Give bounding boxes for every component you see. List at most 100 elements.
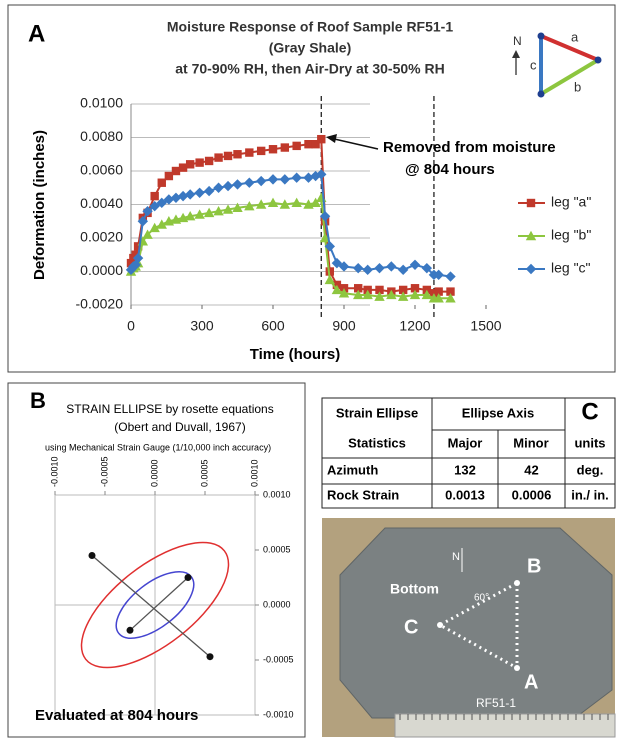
point <box>184 574 192 581</box>
photo-label: N <box>452 551 460 563</box>
y-tick-label: 0.0000 <box>263 599 291 609</box>
marker <box>279 174 291 185</box>
x-tick-label: 600 <box>261 318 285 334</box>
table-cell: 42 <box>524 462 538 477</box>
marker <box>409 259 421 270</box>
chart-title: STRAIN ELLIPSE by rosette equations <box>66 402 273 416</box>
table-cell: Minor <box>513 435 548 450</box>
rock-sample <box>339 527 613 719</box>
chart-title: Moisture Response of Roof Sample RF51-1 <box>167 19 453 35</box>
marker <box>132 252 144 264</box>
gauge-point <box>514 665 520 671</box>
panel-letter: B <box>30 388 46 413</box>
annotation: Removed from moisture <box>383 139 556 156</box>
marker <box>398 285 408 295</box>
marker <box>433 269 444 281</box>
marker <box>353 262 364 274</box>
marker <box>203 185 215 197</box>
leg-a <box>540 34 599 62</box>
marker <box>353 289 364 300</box>
table-cell: units <box>574 435 605 450</box>
marker <box>267 174 279 185</box>
series-line <box>130 195 451 300</box>
table-cell: C <box>581 398 598 425</box>
photo-label: RF51-1 <box>476 696 516 710</box>
leg-node <box>537 32 545 40</box>
marker <box>245 148 254 157</box>
marker <box>445 271 456 282</box>
marker <box>338 288 350 298</box>
marker <box>386 289 397 300</box>
marker <box>410 284 420 293</box>
marker <box>421 262 433 274</box>
point <box>206 653 214 661</box>
y-tick-label: 0.0005 <box>263 544 291 554</box>
table-cell: Ellipse Axis <box>462 405 535 420</box>
north-label: N <box>513 34 522 48</box>
marker <box>291 172 302 183</box>
table-cell: 0.0006 <box>512 487 552 502</box>
marker <box>125 264 137 276</box>
y-tick-label: 0.0040 <box>80 195 123 211</box>
marker <box>204 156 214 166</box>
photo-label: C <box>404 616 418 638</box>
marker <box>126 258 136 268</box>
marker <box>255 175 267 187</box>
marker <box>311 140 320 149</box>
orientation-label: a <box>571 29 579 44</box>
marker <box>291 197 302 208</box>
arrow-head <box>326 134 337 143</box>
marker <box>244 200 255 211</box>
major-axis <box>91 555 211 658</box>
y-tick-label: 0.0100 <box>80 95 123 111</box>
marker <box>222 180 234 192</box>
y-tick-label: -0.0010 <box>263 709 294 719</box>
leg-node <box>537 90 545 98</box>
marker <box>397 291 409 301</box>
photo-label: B <box>527 555 541 577</box>
chart-title: (Gray Shale) <box>269 40 351 56</box>
marker <box>446 287 455 296</box>
marker <box>409 289 421 300</box>
y-tick-label: 0.0010 <box>263 489 291 499</box>
chart-note: using Mechanical Strain Gauge (1/10,000 … <box>45 442 271 452</box>
marker <box>149 200 160 212</box>
marker <box>164 171 174 181</box>
marker <box>421 289 433 300</box>
photo-label: 60° <box>474 593 489 604</box>
chart-title: at 70-90% RH, then Air-Dry at 30-50% RH <box>175 61 444 77</box>
marker <box>244 177 255 188</box>
marker <box>374 262 385 274</box>
table-frame <box>321 397 616 509</box>
marker <box>525 230 537 241</box>
marker <box>267 197 279 208</box>
y-axis-label: Deformation (inches) <box>31 130 48 280</box>
marker <box>445 293 456 303</box>
table-cell: in./ in. <box>571 487 609 502</box>
leg-b <box>539 58 600 96</box>
point <box>88 552 96 559</box>
marker <box>324 241 335 252</box>
table-cell: Statistics <box>348 435 406 450</box>
marker <box>292 141 301 151</box>
marker <box>133 242 143 251</box>
marker <box>362 289 373 300</box>
photo-label: Bottom <box>390 581 439 597</box>
y-tick-label: 0.0080 <box>80 128 123 144</box>
marker <box>331 257 343 269</box>
marker <box>214 153 223 162</box>
legend-label: leg "a" <box>551 194 591 210</box>
gauge-point <box>437 622 443 628</box>
marker <box>170 192 182 203</box>
table-cell: 0.0013 <box>445 487 485 502</box>
marker <box>213 182 224 193</box>
table-cell: Strain Ellipse <box>336 405 418 420</box>
point <box>126 626 134 634</box>
marker <box>304 140 313 149</box>
marker <box>324 274 335 285</box>
marker <box>362 264 373 276</box>
x-tick-label: 0.0010 <box>249 459 259 487</box>
y-tick-label: -0.0005 <box>263 654 294 664</box>
marker <box>184 211 196 221</box>
x-tick-label: 0.0005 <box>199 459 209 487</box>
